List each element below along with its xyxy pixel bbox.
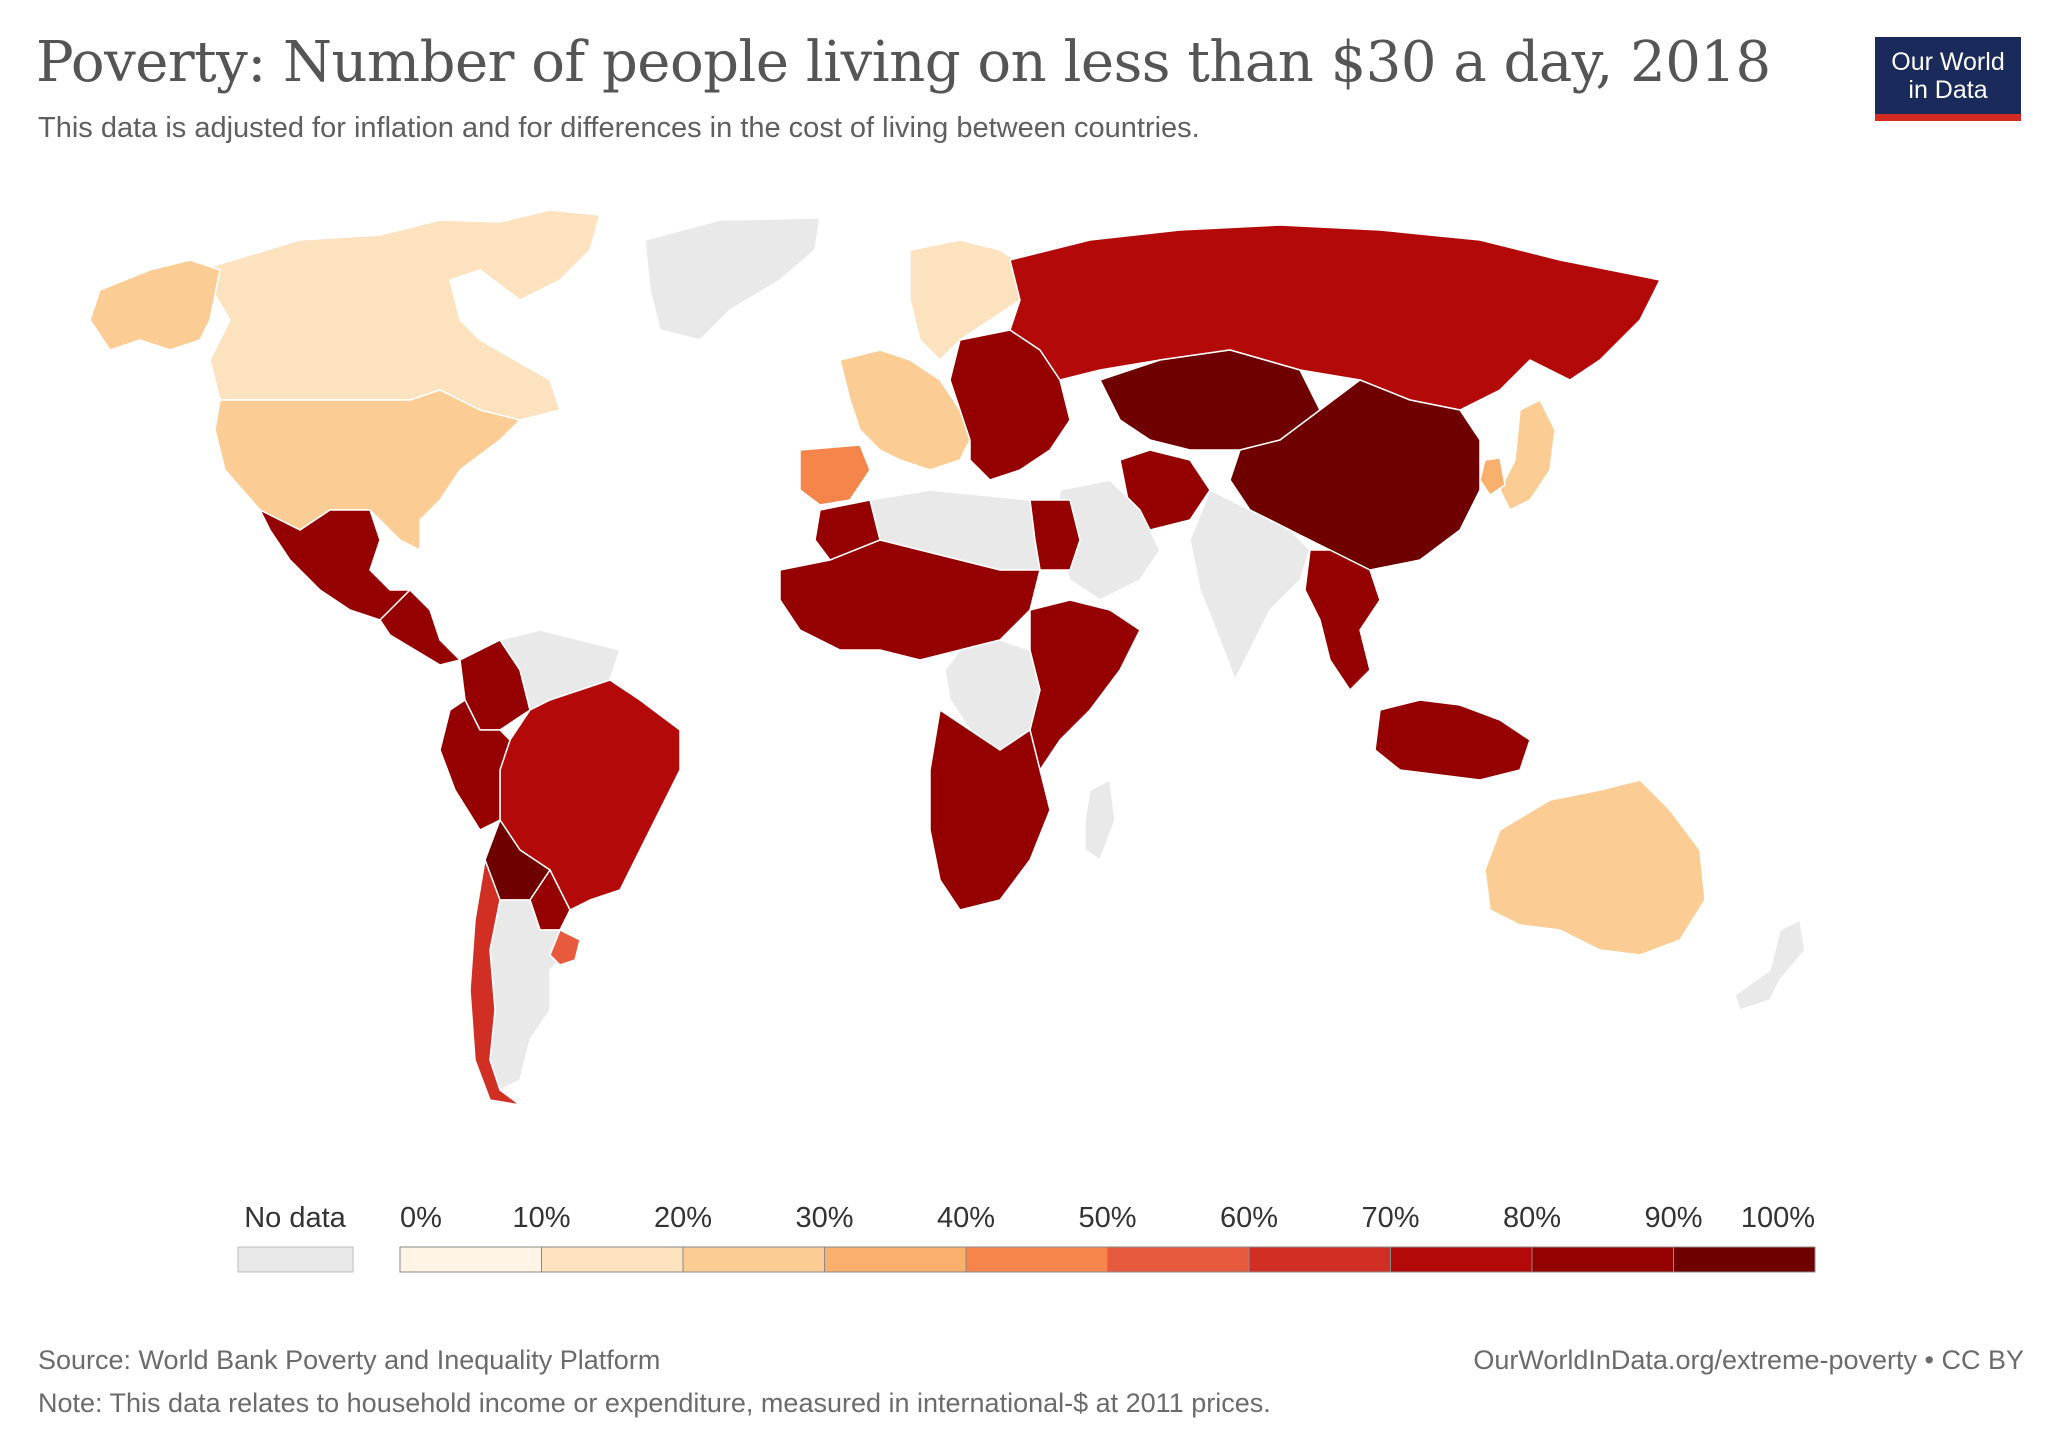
region-mexico[interactable]	[259, 509, 411, 621]
region-west-africa[interactable]	[779, 539, 1041, 661]
chart-title: Poverty: Number of people living on less…	[36, 30, 1771, 95]
legend-tick-label: 30%	[795, 1202, 853, 1234]
legend-bin-5	[1107, 1246, 1250, 1273]
region-iberia[interactable]	[799, 444, 871, 506]
region-new-zealand[interactable]	[1734, 919, 1806, 1011]
owid-logo[interactable]: Our World in Data	[1875, 37, 2021, 121]
legend-bin-7	[1390, 1246, 1533, 1273]
region-east-africa[interactable]	[1029, 599, 1141, 771]
region-japan[interactable]	[1499, 399, 1556, 511]
legend-tick-label: 0%	[400, 1202, 442, 1234]
region-united-states[interactable]	[214, 389, 521, 551]
legend-tick-label: 90%	[1644, 1202, 1702, 1234]
legend-bin-6	[1248, 1246, 1391, 1273]
legend-tick-label: 50%	[1078, 1202, 1136, 1234]
region-south-korea[interactable]	[1479, 457, 1506, 496]
region-indonesia[interactable]	[1374, 699, 1531, 781]
region-australia[interactable]	[1484, 779, 1706, 956]
legend-bin-9	[1673, 1246, 1816, 1273]
legend-tick-label: 10%	[512, 1202, 570, 1234]
region-madagascar[interactable]	[1084, 779, 1116, 861]
legend-no-data-swatch	[237, 1246, 354, 1273]
legend-tick-label: 60%	[1220, 1202, 1278, 1234]
region-uruguay[interactable]	[549, 929, 581, 966]
region-western-europe[interactable]	[839, 349, 971, 471]
legend-bin-4	[965, 1246, 1108, 1273]
logo-line-1: Our World	[1891, 47, 2005, 76]
region-greenland[interactable]	[644, 217, 821, 341]
legend-bin-2	[682, 1246, 825, 1273]
footer-note: Note: This data relates to household inc…	[38, 1388, 1271, 1418]
legend-bin-8	[1531, 1246, 1674, 1273]
footer-source: Source: World Bank Poverty and Inequalit…	[38, 1345, 661, 1375]
world-map[interactable]	[80, 210, 1980, 1110]
legend-tick-label: 100%	[1741, 1202, 1815, 1234]
legend-tick-label: 70%	[1361, 1202, 1419, 1234]
region-chile[interactable]	[469, 859, 521, 1106]
chart-subtitle: This data is adjusted for inflation and …	[38, 112, 1200, 144]
legend-tick-label: 20%	[654, 1202, 712, 1234]
logo-line-2: in Data	[1908, 75, 1988, 104]
legend-bin-1	[541, 1246, 684, 1273]
region-southeast-asia[interactable]	[1304, 549, 1381, 691]
legend-bin-0	[399, 1246, 542, 1273]
legend-bin-3	[824, 1246, 967, 1273]
legend-tick-label: 80%	[1503, 1202, 1561, 1234]
map-legend: No data 0% 10% 20% 30% 40% 50% 60% 70% 80% 90% 100…	[237, 1202, 1816, 1273]
region-southern-africa[interactable]	[929, 709, 1051, 911]
footer-url-license[interactable]: OurWorldInData.org/extreme-poverty • CC …	[1473, 1345, 2024, 1375]
legend-tick-label: 40%	[937, 1202, 995, 1234]
region-india[interactable]	[1189, 489, 1311, 681]
region-canada[interactable]	[199, 210, 601, 421]
legend-no-data-label: No data	[244, 1202, 346, 1234]
region-egypt[interactable]	[1029, 499, 1081, 571]
region-russia[interactable]	[1009, 224, 1661, 411]
region-scandinavia[interactable]	[909, 239, 1031, 361]
region-alaska[interactable]	[89, 259, 221, 351]
